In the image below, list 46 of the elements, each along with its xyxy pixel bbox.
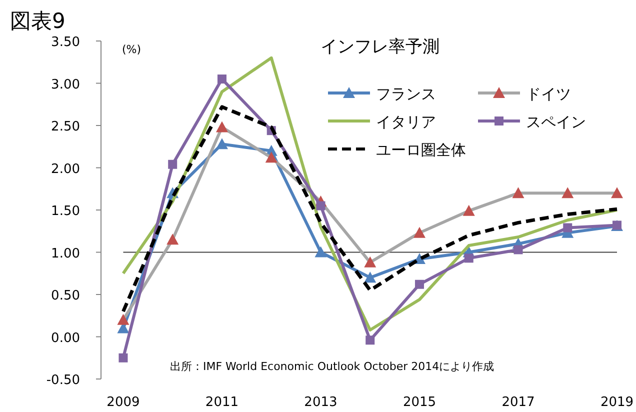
point	[364, 256, 376, 268]
x-tick-label: 2011	[205, 395, 239, 410]
x-tick-label: 2013	[304, 395, 338, 410]
y-tick-label: 1.00	[51, 246, 80, 262]
point	[216, 138, 228, 150]
legend-label: フランス	[376, 85, 436, 103]
y-tick-label: 2.50	[51, 120, 80, 134]
point	[265, 152, 278, 163]
point	[118, 353, 128, 362]
point	[216, 121, 228, 132]
point	[117, 314, 130, 325]
point	[166, 234, 179, 245]
chart-title: 図表9	[10, 9, 66, 33]
x-tick-label: 2009	[106, 395, 140, 410]
point	[316, 201, 326, 210]
y-tick-label: 0.50	[51, 288, 80, 304]
point	[512, 187, 524, 198]
legend-label: イタリア	[376, 113, 436, 131]
point	[464, 254, 474, 263]
y-tick-label: 0.00	[51, 330, 80, 346]
chart-subtitle: インフレ率予測	[320, 37, 440, 57]
point	[168, 160, 178, 169]
x-tick-label: 2017	[502, 395, 535, 410]
point	[563, 223, 572, 232]
point	[611, 187, 623, 198]
y-tick-label: 1.50	[51, 204, 80, 219]
point	[217, 74, 226, 84]
annotation: 出所：IMF World Economic Outlook October 2014により作成	[170, 360, 494, 373]
x-tick-label: 2019	[600, 395, 634, 410]
point	[366, 336, 375, 345]
y-axis-title: (%)	[122, 43, 142, 56]
x-tick-label: 2015	[402, 395, 436, 410]
y-tick-label: 3.50	[51, 35, 80, 50]
point	[562, 187, 574, 198]
point	[364, 272, 376, 283]
point	[514, 245, 523, 254]
legend-label: ドイツ	[526, 85, 571, 103]
y-tick-label: -0.50	[46, 373, 80, 388]
legend-label: ユーロ圏全体	[376, 141, 466, 159]
point	[413, 226, 426, 238]
y-tick-label: 3.00	[51, 77, 80, 92]
legend-label: スペイン	[526, 113, 586, 131]
y-tick-label: 2.00	[51, 162, 80, 177]
point	[414, 280, 424, 289]
point	[314, 246, 327, 258]
point	[462, 204, 475, 216]
